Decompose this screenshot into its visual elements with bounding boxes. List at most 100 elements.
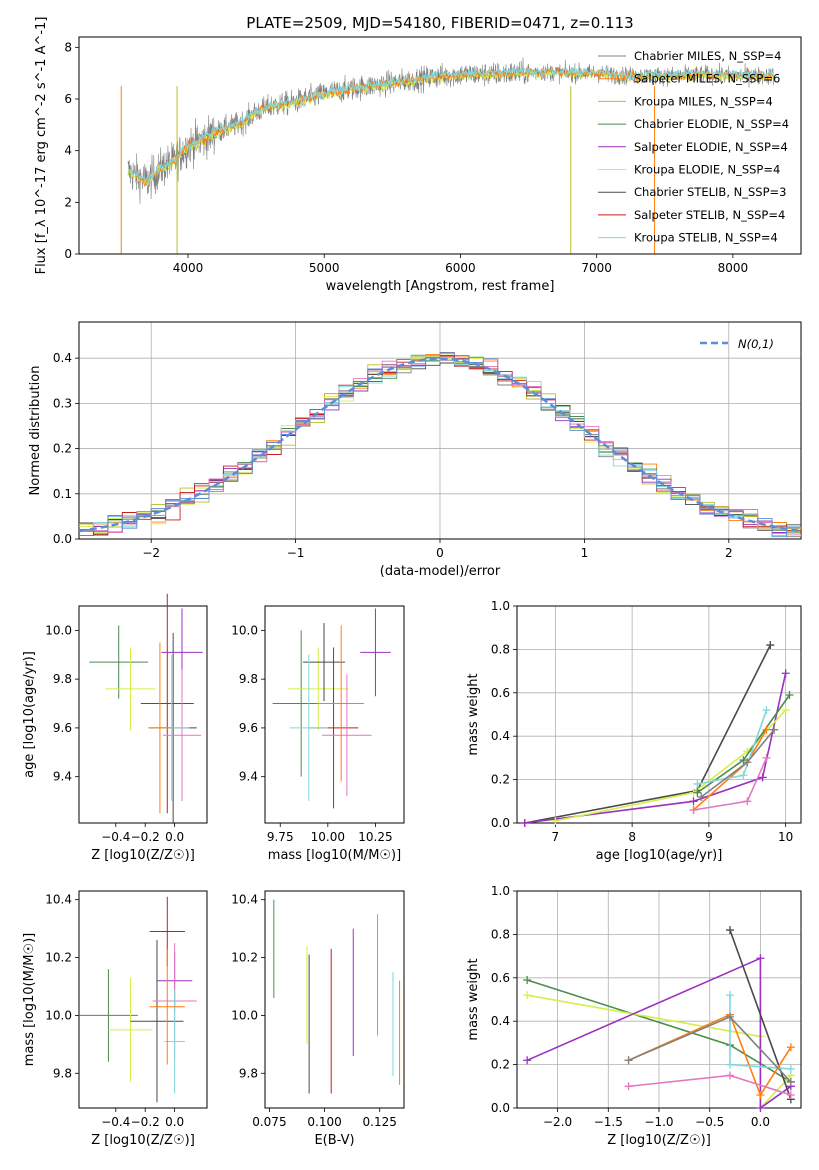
mass-weight-point — [756, 1104, 765, 1112]
x-tick-label: 0.100 — [307, 1115, 341, 1129]
age-vs-metallicity-panel: −0.4 −0.2 0.0 9.4 9.6 9.8 10.0 Z [log10(Z/Z☉)] a… — [22, 593, 208, 863]
mass-weight-point — [781, 706, 790, 715]
legend-label: Chabrier STELIB, N_SSP=3 — [634, 185, 786, 199]
x-axis-label: E(B-V) — [314, 1133, 354, 1148]
mass-weight-point — [762, 706, 771, 715]
y-tick-label: 9.4 — [53, 770, 72, 784]
y-tick-label: 10.0 — [45, 623, 72, 637]
mass-weight-point — [726, 1060, 734, 1069]
y-tick-label: 9.8 — [53, 672, 72, 686]
legend-label: Kroupa MILES, N_SSP=4 — [634, 94, 773, 108]
figure-title: PLATE=2509, MJD=54180, FIBERID=0471, z=0… — [246, 14, 633, 32]
mass-weight-point — [739, 771, 748, 780]
mass-weight-point — [756, 1090, 765, 1099]
y-tick-label: 0.6 — [491, 686, 510, 700]
mass-weight-point — [781, 669, 790, 678]
mass-weight-point — [624, 1056, 633, 1065]
x-tick-label: −0.5 — [695, 1115, 724, 1129]
mass-weight-vs-metallicity-panel: −2.0 −1.5 −1.0 −0.5 0.0 0.0 0.2 0.4 0.6 0.8 1.0 Z [… — [466, 884, 802, 1148]
x-tick-label: −1.5 — [594, 1115, 623, 1129]
axes-frame — [516, 605, 802, 824]
x-tick-label: 10.00 — [311, 830, 345, 844]
mass-weight-point — [523, 975, 532, 984]
y-tick-label: 9.6 — [53, 721, 72, 735]
y-tick-label: 0.1 — [53, 487, 72, 501]
x-tick-label: 7 — [552, 830, 560, 844]
x-axis-label: Z [log10(Z/Z☉)] — [91, 848, 195, 863]
legend-label: Salpeter STELIB, N_SSP=4 — [634, 208, 785, 222]
mass-vs-ebv-panel: 0.075 0.100 0.125 9.8 10.0 10.2 10.4 E(B-V) — [231, 890, 405, 1148]
mass-weight-point — [743, 797, 752, 806]
mass-weight-point — [743, 758, 752, 767]
legend-label: Chabrier MILES, N_SSP=4 — [634, 49, 781, 63]
mass-weight-series — [628, 1013, 792, 1097]
y-axis-label: Flux [f_λ 10^-17 erg cm^-2 s^-1 A^-1] — [34, 17, 49, 275]
mass-weight-point — [726, 991, 734, 1000]
x-tick-label: 0.0 — [165, 830, 184, 844]
x-tick-label: 8 — [628, 830, 636, 844]
y-tick-label: 9.6 — [239, 721, 258, 735]
y-tick-label: 4 — [64, 144, 72, 158]
mass-weight-series — [524, 673, 787, 824]
y-tick-label: 0.4 — [491, 729, 510, 743]
x-tick-label: −2.0 — [543, 1115, 572, 1129]
mass-weight-point — [693, 779, 702, 788]
x-tick-label: 7000 — [581, 261, 612, 275]
x-axis-label: Z [log10(Z/Z☉)] — [607, 1133, 711, 1148]
x-tick-label: 0.075 — [252, 1115, 286, 1129]
mass-weight-point — [523, 1056, 532, 1065]
x-tick-label: 4000 — [173, 261, 204, 275]
x-axis-label: mass [log10(M/M☉)] — [268, 848, 401, 863]
x-tick-label: −1.0 — [644, 1115, 673, 1129]
mass-weight-point — [786, 1090, 795, 1099]
y-tick-label: 0.8 — [491, 927, 510, 941]
mass-weight-point — [697, 792, 706, 801]
y-tick-label: 0.8 — [491, 642, 510, 656]
legend-label: Salpeter ELODIE, N_SSP=4 — [634, 140, 788, 154]
y-tick-label: 10.2 — [231, 951, 258, 965]
mass-weight-point — [756, 954, 765, 963]
y-axis-label: Normed distribution — [28, 366, 43, 496]
mass-weight-point — [693, 788, 702, 797]
y-tick-label: 10.4 — [45, 893, 72, 907]
y-tick-label: 6 — [64, 92, 72, 106]
y-tick-label: 9.8 — [239, 1066, 258, 1080]
x-tick-label: −0.4 — [101, 1115, 130, 1129]
mass-weight-point — [726, 926, 734, 935]
x-tick-label: 8000 — [718, 261, 749, 275]
spectrum-panel: 4000 5000 6000 7000 8000 0 2 4 6 8 wavelength [Ang… — [34, 17, 802, 294]
y-tick-label: 1.0 — [491, 599, 510, 613]
mass-weight-point — [785, 690, 794, 699]
axes-frame — [78, 890, 208, 1109]
x-tick-label: 0.0 — [165, 1115, 184, 1129]
mass-weight-point — [551, 816, 560, 825]
mass-weight-point — [762, 725, 771, 734]
x-tick-label: −1 — [287, 546, 305, 560]
y-tick-label: 10.0 — [231, 623, 258, 637]
x-tick-label: 0.125 — [363, 1115, 397, 1129]
age-vs-mass-panel: 9.75 10.00 10.25 9.4 9.6 9.8 10.0 mass [log10(M… — [231, 605, 405, 863]
y-tick-label: 10.2 — [45, 951, 72, 965]
x-axis-label: (data-model)/error — [380, 564, 501, 579]
y-tick-label: 0.0 — [491, 816, 510, 830]
y-tick-label: 0.0 — [53, 532, 72, 546]
mass-weight-point — [523, 991, 532, 1000]
x-tick-label: −2 — [142, 546, 160, 560]
histogram-series — [79, 352, 801, 538]
x-tick-label: 0.0 — [751, 1115, 770, 1129]
axes-frame — [264, 890, 405, 1109]
y-axis-label: mass weight — [466, 673, 481, 755]
x-tick-label: 2 — [725, 546, 733, 560]
x-tick-label: −0.2 — [131, 1115, 160, 1129]
mass-weight-point — [758, 773, 767, 782]
mass-weight-vs-age-panel: 7 8 9 10 0.0 0.2 0.4 0.6 0.8 1.0 age [log10(age/yr… — [466, 599, 802, 863]
x-tick-label: 6000 — [445, 261, 476, 275]
legend-label: Salpeter MILES, N_SSP=6 — [634, 72, 780, 86]
y-tick-label: 0.3 — [53, 396, 72, 410]
y-tick-label: 0.2 — [491, 1058, 510, 1072]
legend-label: Chabrier ELODIE, N_SSP=4 — [634, 117, 789, 131]
y-tick-label: 0.2 — [53, 442, 72, 456]
mass-weight-point — [770, 725, 779, 734]
x-tick-label: 9 — [705, 830, 713, 844]
